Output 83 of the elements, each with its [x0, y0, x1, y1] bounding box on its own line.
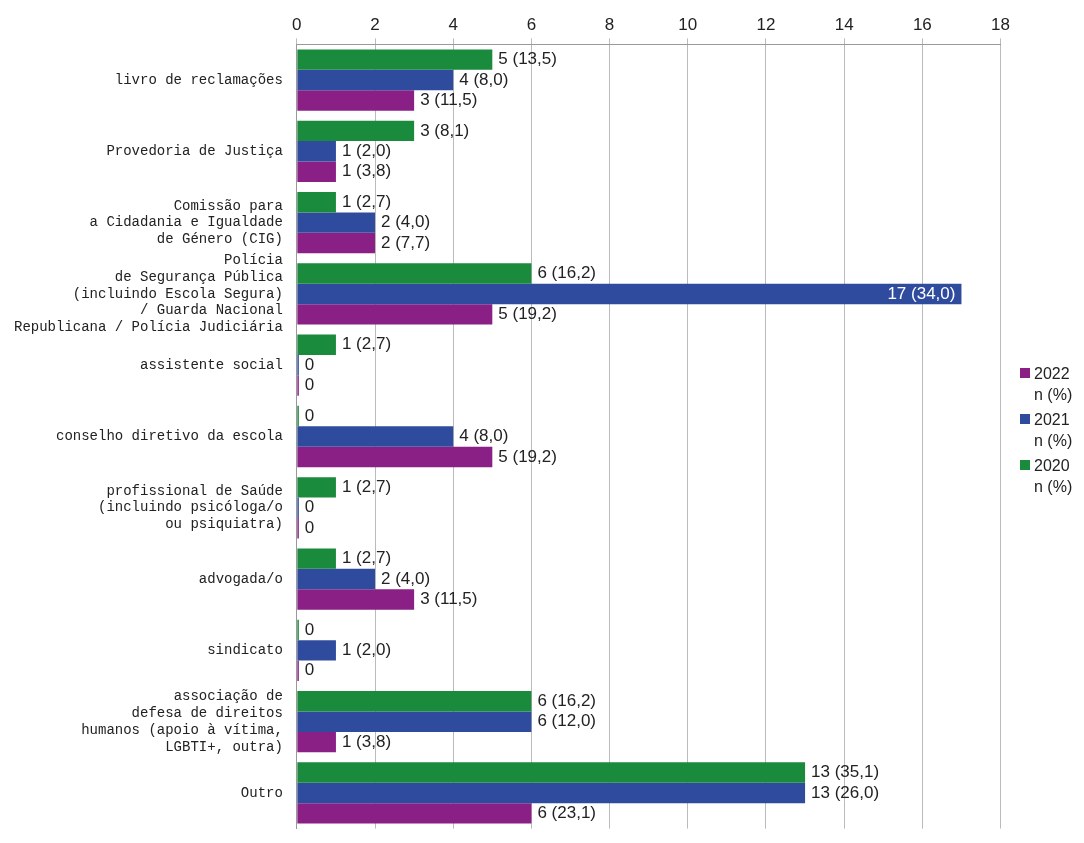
data-label: 0	[304, 497, 315, 517]
bar	[297, 711, 532, 732]
y-tick-label: Provedoria de Justiça	[106, 143, 283, 160]
data-label: 3 (11,5)	[420, 589, 478, 609]
y-tick-label: livro de reclamações	[114, 71, 283, 88]
data-label: 4 (8,0)	[459, 426, 509, 446]
y-tick-label: Outro	[240, 784, 283, 801]
data-label: 2 (4,0)	[381, 212, 431, 232]
y-tick-label: Polícia de Segurança Pública (incluindo Escola Segura) / Guarda Nacional Republicana / Polícia Judiciária	[14, 252, 283, 336]
data-label: 1 (2,7)	[341, 191, 392, 211]
x-tick-label: 18	[991, 14, 1011, 34]
y-tick-label: associação de defesa de direitos humanos (apoio à vítima, LGBTI+, outra)	[81, 688, 283, 755]
bar	[297, 191, 336, 213]
y-tick-label: conselho diretivo da escola	[56, 428, 283, 445]
bar	[297, 426, 454, 447]
y-tick-label: Comissão para a Cidadania e Igualdade de Género (CIG)	[89, 197, 283, 248]
y-tick-label: profissional de Saúde (incluindo psicóloga/o ou psiquiatra)	[98, 482, 283, 533]
x-tick-label: 12	[756, 14, 776, 34]
data-label: 5 (19,2)	[498, 304, 557, 324]
bar	[297, 90, 415, 111]
data-label: 1 (3,8)	[341, 731, 392, 751]
bar	[297, 263, 532, 284]
bar	[297, 691, 532, 712]
data-label: 0	[304, 405, 315, 425]
x-tick-label: 16	[912, 14, 932, 34]
bar	[297, 334, 336, 355]
bar	[297, 49, 493, 70]
bar	[297, 161, 336, 182]
data-label: 0	[304, 375, 315, 395]
x-tick-label: 6	[526, 14, 537, 34]
data-label: 5 (19,2)	[498, 446, 557, 466]
data-label: 2 (7,7)	[381, 232, 431, 252]
data-label: 6 (23,1)	[537, 803, 596, 823]
data-label: 0	[304, 660, 315, 680]
data-label: 5 (13,5)	[498, 49, 557, 69]
bar	[297, 69, 454, 91]
bar	[297, 731, 336, 753]
bar	[297, 640, 336, 661]
bar	[297, 477, 336, 498]
y-tick-label: advogada/o	[198, 570, 283, 587]
bar	[297, 232, 376, 254]
legend-label: 2022 n (%)	[1034, 364, 1073, 405]
data-label: 1 (2,0)	[341, 640, 392, 660]
data-label: 6 (16,2)	[537, 690, 596, 710]
bar	[297, 762, 806, 783]
x-tick-label: 2	[370, 14, 380, 34]
data-label: 1 (3,8)	[341, 161, 392, 181]
x-tick-label: 0	[292, 14, 302, 34]
y-tick-label: sindicato	[207, 642, 283, 659]
data-label: 1 (2,0)	[341, 141, 392, 161]
bar	[297, 283, 962, 305]
bar	[297, 803, 532, 824]
data-label: 6 (16,2)	[537, 263, 596, 283]
x-tick-label: 8	[604, 14, 615, 34]
bar	[297, 304, 493, 325]
x-tick-label: 10	[678, 14, 698, 34]
data-label: 6 (12,0)	[537, 711, 596, 731]
data-label: 3 (8,1)	[420, 120, 470, 140]
data-label: 13 (26,0)	[811, 782, 880, 802]
bar	[297, 782, 806, 804]
data-label: 0	[304, 354, 315, 374]
data-label: 3 (11,5)	[420, 90, 478, 110]
bar	[297, 120, 415, 142]
data-label: 1 (2,7)	[341, 334, 392, 354]
y-tick-label: assistente social	[140, 356, 283, 373]
bar	[297, 568, 376, 590]
bar	[297, 446, 493, 468]
data-label: 2 (4,0)	[381, 568, 431, 588]
data-label: 4 (8,0)	[459, 69, 509, 89]
legend-label: 2021 n (%)	[1034, 410, 1073, 451]
data-label: 13 (35,1)	[811, 762, 880, 782]
data-label: 0	[304, 517, 315, 537]
data-label: 17 (34,0)	[887, 283, 956, 303]
x-tick-label: 4	[448, 14, 458, 34]
bar	[297, 589, 415, 610]
bar	[297, 141, 336, 162]
bar	[297, 212, 376, 233]
data-label: 0	[304, 619, 315, 639]
x-tick-label: 14	[834, 14, 854, 34]
bar	[297, 548, 336, 569]
data-label: 1 (2,7)	[341, 477, 392, 497]
legend-label: 2020 n (%)	[1034, 456, 1073, 497]
data-label: 1 (2,7)	[341, 548, 392, 568]
